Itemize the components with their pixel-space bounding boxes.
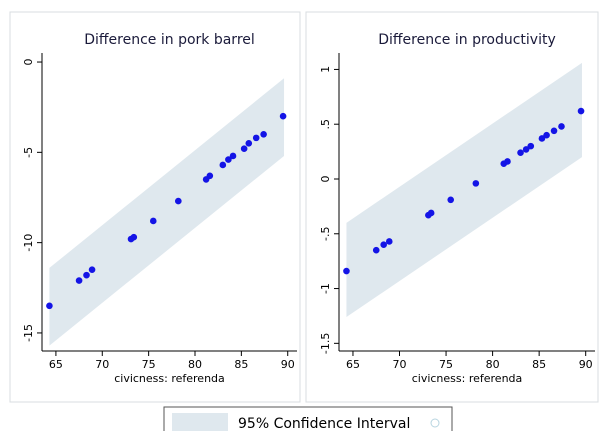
chart-title: Difference in productivity [378, 32, 556, 48]
data-point-14 [538, 135, 546, 142]
data-point-7 [149, 217, 157, 225]
y-tick-label: -1 [319, 283, 332, 294]
x-tick-label: 65 [49, 358, 63, 371]
chart-title: Difference in pork barrel [84, 32, 255, 48]
y-tick-label: 0 [319, 175, 332, 182]
x-tick-label: 75 [439, 358, 453, 371]
legend-band-swatch [172, 413, 228, 431]
x-tick-label: 70 [95, 358, 109, 371]
legend: 95% Confidence Interval [163, 406, 453, 431]
data-point-18 [279, 112, 287, 120]
y-tick-label: -1.5 [319, 333, 332, 354]
data-point-7 [447, 196, 455, 204]
y-tick-label: -.5 [319, 227, 332, 241]
data-point-11 [219, 161, 227, 169]
data-point-13 [229, 152, 237, 160]
x-tick-label: 85 [532, 358, 546, 371]
x-tick-label: 80 [188, 358, 202, 371]
x-tick-label: 90 [281, 358, 295, 371]
data-point-16 [252, 134, 260, 142]
chart-panel-2: 65 70 75 80 85 90 1 .5 0 -.5 -1 -1.5 Difference in p… [305, 11, 599, 403]
data-point-1 [343, 267, 350, 275]
y-tick-label: 0 [22, 59, 35, 66]
x-tick-label: 85 [234, 358, 248, 371]
chart-panel-1: 65 70 75 80 85 90 0 -5 -10 -15 Difference in pork … [9, 11, 301, 403]
legend-label: 95% Confidence Interval [238, 416, 410, 431]
x-tick-label: 70 [393, 358, 407, 371]
x-axis-label: civicness: referenda [412, 372, 523, 385]
data-point-12 [522, 146, 530, 153]
data-point-2 [75, 277, 83, 284]
data-point-16 [550, 127, 558, 135]
x-axis-label: civicness: referenda [114, 372, 225, 385]
data-point-14 [240, 145, 248, 153]
confidence-band [346, 62, 582, 318]
data-point-13 [527, 142, 535, 150]
data-point-11 [517, 149, 524, 156]
confidence-band [49, 78, 285, 346]
y-tick-label: .5 [319, 119, 332, 129]
data-point-18 [577, 107, 585, 115]
data-point-10 [504, 158, 511, 165]
data-point-6 [130, 233, 138, 241]
data-point-2 [372, 246, 380, 254]
data-point-6 [427, 209, 435, 217]
data-point-3 [380, 241, 387, 249]
data-point-17 [260, 130, 267, 138]
data-point-15 [543, 131, 550, 139]
data-point-4 [385, 238, 393, 245]
data-point-8 [175, 197, 182, 205]
y-tick-label: -15 [22, 324, 35, 342]
legend-marker-icon [430, 418, 440, 428]
data-point-4 [88, 266, 96, 274]
data-point-1 [46, 302, 53, 310]
data-point-10 [206, 172, 214, 180]
data-point-15 [245, 140, 253, 147]
data-point-8 [472, 180, 480, 187]
data-point-12 [225, 156, 232, 163]
x-tick-label: 90 [579, 358, 593, 371]
y-tick-label: -10 [22, 234, 35, 252]
x-tick-label: 65 [346, 358, 360, 371]
data-point-3 [83, 271, 90, 279]
y-tick-label: -5 [22, 147, 35, 158]
x-tick-label: 80 [486, 358, 500, 371]
y-tick-label: 1 [319, 66, 332, 73]
data-point-17 [558, 123, 565, 130]
x-tick-label: 75 [142, 358, 156, 371]
